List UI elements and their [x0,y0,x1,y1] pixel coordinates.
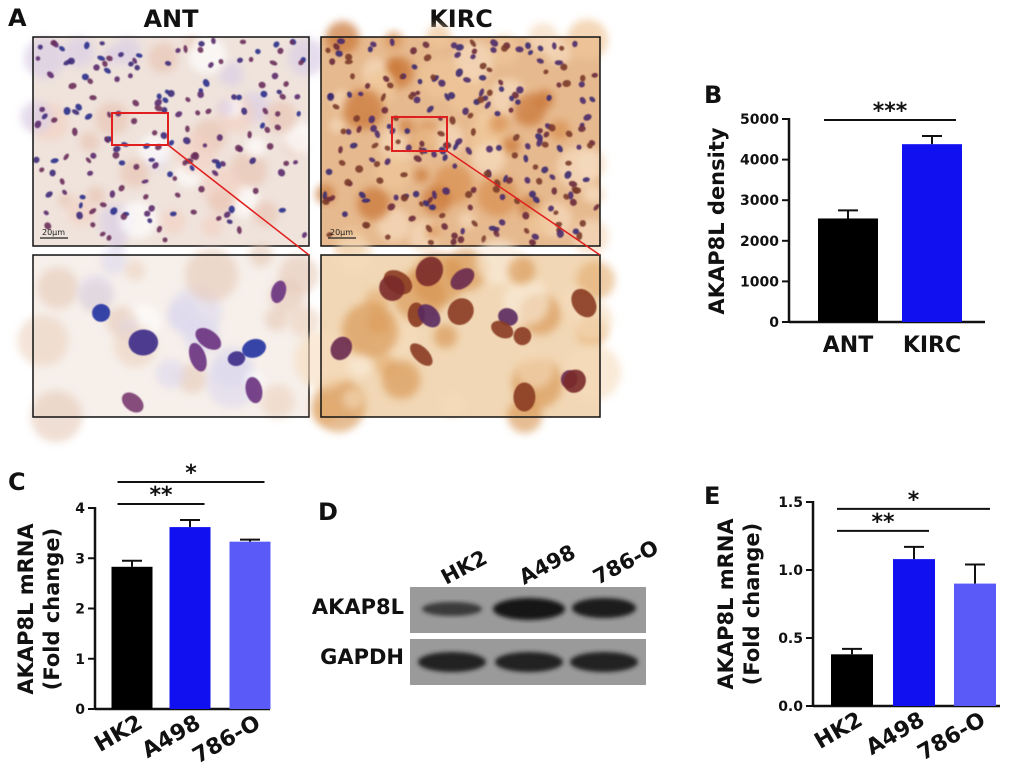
chart-b-cat-ant: ANT [823,333,873,358]
chart-c-ytick-label-4: 4 [75,501,85,517]
chart-b-bar-ant [818,218,878,322]
chart-e-cat-786-o: 786-O [914,708,990,767]
chart-e-ytick-label-2: 1.0 [778,563,803,579]
chart-b-ytick-label-4: 4000 [740,153,779,169]
svg-text:20μm: 20μm [42,228,65,237]
chart-e-sig-label-0: ** [871,510,895,535]
chart-b-cat-kirc: KIRC [903,333,961,358]
chart-b-ytick-label-2: 2000 [740,234,779,250]
blot-lane-hk2: HK2 [437,545,491,589]
blot-band-gapdh-hk2 [418,652,486,672]
chart-b-ytick-label-3: 3000 [740,193,779,209]
western-blot: HK2 A498 786-O AKAP8L GAPDH [312,535,663,685]
micrograph-ant-high [17,243,321,443]
chart-b-bar-kirc [902,144,962,322]
blot-row-gapdh: GAPDH [320,645,404,669]
chart-c-bar-786-o [229,541,271,709]
micrograph-kirc-low [315,19,609,259]
blot-band-gapdh-786o [570,652,638,672]
chart-c-bar-hk2 [111,566,153,709]
micrograph-kirc-high [294,236,621,434]
chart-c-ylabel: AKAP8L mRNA(Fold change) [14,523,64,695]
roi-kirc [391,116,601,256]
chart-b-ylabel: AKAP8L density [705,127,729,314]
blot-lane-786o: 786-O [589,535,662,589]
blot-lane-a498: A498 [515,540,579,589]
chart-c-ytick-label-2: 2 [75,602,85,618]
svg-text:20μm: 20μm [330,228,353,237]
chart-c-cat-786-o: 786-O [189,711,265,770]
blot-band-akap8l-hk2 [422,602,482,616]
chart-c-ytick-label-1: 1 [75,652,85,668]
chart-e-ytick-label-1: 0.5 [778,631,803,647]
chart-e-ytick-label-0: 0.0 [778,699,803,715]
chart-b-sig-label-0: *** [873,99,908,124]
scale-bar-kirc: 20μm [328,228,356,239]
chart-c-sig-label-0: ** [149,483,173,508]
blot-band-akap8l-a498 [493,598,565,620]
panel-label-d: D [318,498,338,526]
chart-b-ytick-label-5: 5000 [740,112,779,128]
chart-e-bar-a498 [893,559,935,706]
blot-band-gapdh-a498 [495,652,563,672]
panel-label-b: B [704,81,722,109]
chart-e-ytick-label-3: 1.5 [778,495,803,511]
panel-label-e: E [704,482,720,510]
chart-c-sig-label-1: * [185,461,197,486]
chart-c-ytick-label-0: 0 [75,702,85,718]
panel-a-header-ant: ANT [143,5,199,33]
chart-e-sig-label-1: * [908,488,920,513]
chart-e-bar-hk2 [831,654,873,706]
chart-e-cat-hk2: HK2 [811,708,867,755]
chart-e-ylabel: AKAP8L mRNA(Fold change) [714,518,764,690]
chart-c-ytick-label-3: 3 [75,551,85,567]
chart-e-bar-786-o [954,583,996,706]
scale-bar-ant: 20μm [40,228,68,239]
blot-band-akap8l-786o [572,598,636,618]
chart-b-ytick-label-0: 0 [769,315,779,331]
chart-b-ytick-label-1: 1000 [740,274,779,290]
panel-label-c: C [8,468,26,496]
micrograph-ant-low [20,36,326,250]
blot-row-akap8l: AKAP8L [312,595,404,619]
roi-ant [111,112,310,256]
chart-b-akap8l-density: 0 1000 2000 3000 4000 5000 AKAP8L density ANT KI… [705,99,985,358]
chart-c-bar-a498 [169,527,211,709]
chart-c-cat-hk2: HK2 [91,711,147,758]
panel-label-a: A [8,4,27,32]
